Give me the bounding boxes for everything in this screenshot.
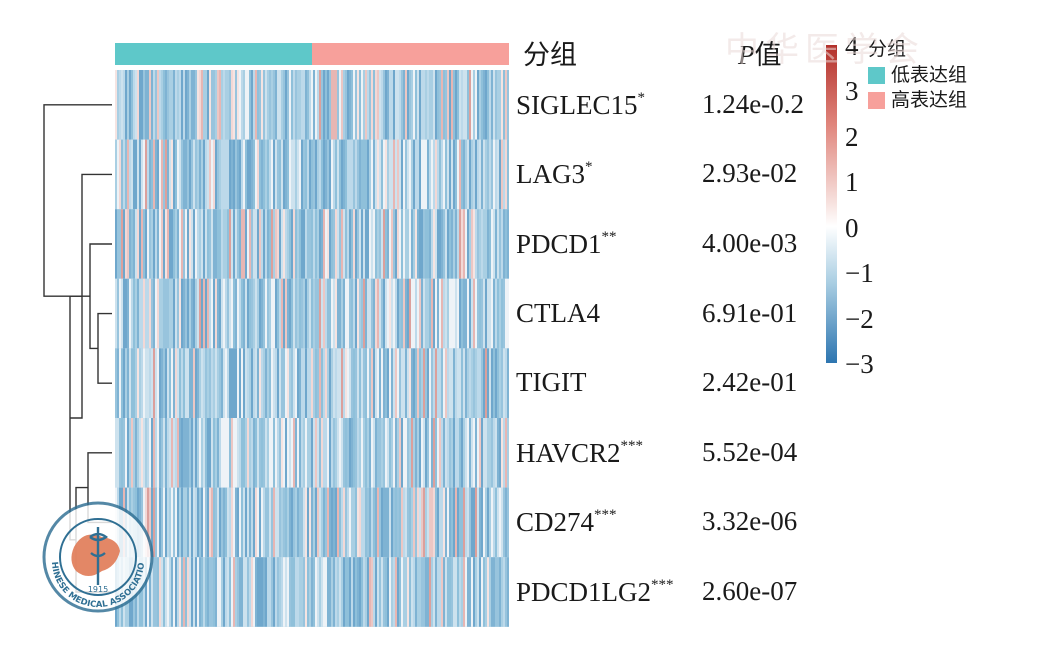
significance-stars: ** [601, 229, 617, 245]
p-suffix: 值 [754, 40, 782, 71]
pvalue-pdcd1: 4.00e-03 [702, 228, 798, 258]
gene-name: PDCD1LG2 [516, 577, 652, 607]
gene-label-lag3: LAG3* [516, 160, 593, 188]
gene-label-pdcd1lg2: PDCD1LG2*** [516, 578, 674, 606]
gene-label-cd274: CD274*** [516, 508, 617, 536]
gene-name: CD274 [516, 507, 595, 538]
colorbar-tick-label: −1 [845, 258, 874, 289]
gene-name: PDCD1 [516, 229, 602, 259]
gene-name: LAG3 [516, 159, 585, 190]
legend-item-2: 高表达组 [868, 91, 967, 110]
heatmap-row-SIGLEC15 [115, 70, 509, 140]
colorbar-tick-label: −2 [845, 303, 874, 334]
legend-swatch [868, 67, 885, 84]
heatmap-row-PDCD1 [115, 209, 509, 279]
significance-stars: *** [594, 507, 617, 524]
legend-label: 高表达组 [891, 89, 968, 111]
group-bar-2 [312, 43, 509, 65]
group-column-header: 分组 [523, 40, 577, 71]
legend-label: 低表达组 [891, 64, 968, 86]
gene-label-havcr2: HAVCR2*** [516, 437, 644, 468]
pvalue-lag3: 2.93e-02 [702, 158, 798, 189]
significance-stars: *** [651, 577, 674, 593]
heatmap-row-CTLA4 [115, 278, 509, 349]
pvalue-havcr2: 5.52e-04 [702, 436, 798, 467]
seal-year: 1915 [88, 585, 108, 594]
significance-stars: * [585, 159, 593, 176]
colorbar-tick-label: 2 [845, 121, 859, 152]
group-annotation-bar [115, 43, 509, 65]
dendro-link-root [43, 104, 112, 297]
seal-inner-ring [59, 518, 137, 596]
gene-label-pdcd1: PDCD1** [516, 230, 617, 258]
legend-item-1: 低表达组 [868, 66, 967, 85]
pvalue-tigit: 2.42e-01 [702, 367, 798, 398]
watermark-text: 中华医学会 [725, 30, 925, 70]
gene-name: SIGLEC15 [516, 89, 638, 120]
gene-label-ctla4: CTLA4 [516, 297, 600, 328]
significance-stars: *** [620, 437, 644, 454]
pvalue-ctla4: 6.91e-01 [702, 297, 798, 328]
colorbar-tick-label: 1 [845, 167, 859, 198]
dendro-link-ctla4-tigit [97, 312, 112, 384]
pvalue-siglec15: 1.24e-0.2 [702, 88, 804, 119]
p-italic: P [738, 40, 755, 70]
heatmap-body [115, 70, 509, 627]
pvalue-pdcd1lg2: 2.60e-07 [702, 576, 798, 606]
legend-title: 分组 [868, 38, 907, 60]
legend-swatch [868, 92, 885, 109]
gene-name: CTLA4 [516, 297, 600, 328]
colorbar [826, 45, 837, 363]
heatmap-row-PDCD1LG2 [115, 557, 509, 627]
heatmap-row-CD274 [115, 487, 509, 558]
pvalue-column-header: P值 [738, 40, 782, 71]
group-bar-1 [115, 43, 312, 65]
colorbar-tick-label: −3 [845, 349, 874, 379]
gene-name: HAVCR2 [516, 437, 621, 468]
colorbar-tick-label: 0 [845, 212, 859, 243]
gene-name: TIGIT [516, 367, 587, 398]
pvalue-cd274: 3.32e-06 [702, 506, 798, 537]
gene-label-tigit: TIGIT [516, 369, 586, 396]
colorbar-tick-label: 3 [845, 76, 859, 107]
heatmap-row-TIGIT [115, 348, 509, 418]
significance-stars: * [637, 89, 646, 106]
dendro-link-pdcd1 [89, 243, 112, 350]
seal-caduceus-icon [89, 527, 109, 585]
gene-label-siglec15: SIGLEC15* [516, 89, 646, 120]
heatmap-row-LAG3 [115, 139, 509, 210]
colorbar-tick-label: 4 [845, 31, 859, 61]
heatmap-row-HAVCR2 [115, 418, 509, 488]
